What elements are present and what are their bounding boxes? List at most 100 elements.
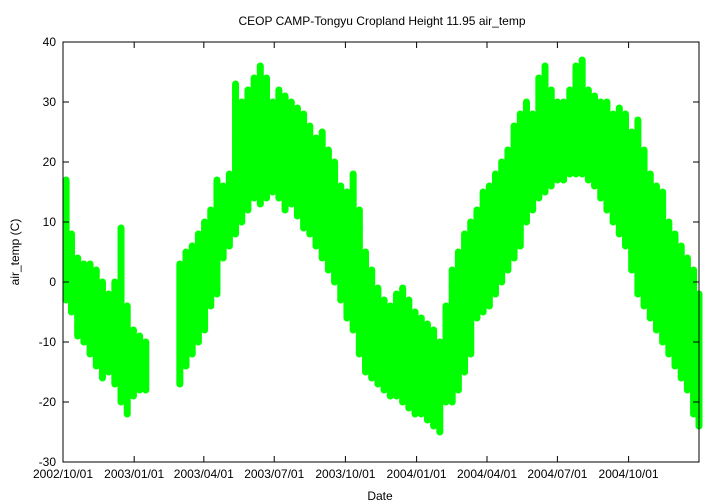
- data-range-band: [182, 252, 190, 366]
- data-range-band: [275, 90, 283, 198]
- data-range-band: [671, 234, 679, 366]
- y-tick-label: 0: [49, 275, 56, 289]
- data-range-band: [306, 126, 314, 234]
- data-range-band: [324, 150, 332, 270]
- data-range-band: [516, 114, 524, 246]
- data-range-band: [337, 186, 345, 300]
- data-range-band: [194, 234, 202, 342]
- data-range-band: [448, 270, 456, 402]
- data-range-band: [238, 102, 246, 222]
- data-range-band: [225, 174, 233, 246]
- data-range-band: [492, 174, 500, 294]
- data-range-band: [603, 102, 611, 210]
- data-range-band: [62, 180, 70, 300]
- data-range-band: [522, 102, 530, 222]
- data-range-band: [591, 96, 599, 186]
- y-tick-label: 20: [43, 155, 57, 169]
- data-range-band: [560, 102, 568, 180]
- data-range-band: [318, 132, 326, 258]
- data-range-band: [244, 90, 252, 210]
- x-tick-label: 2002/10/01: [33, 467, 93, 481]
- data-range-band: [80, 264, 88, 342]
- data-range-band: [621, 114, 629, 246]
- y-tick-label: 40: [43, 35, 57, 49]
- data-range-band: [609, 114, 617, 222]
- data-range-band: [74, 258, 82, 336]
- data-range-band: [105, 294, 113, 372]
- data-range-band: [535, 78, 543, 198]
- data-range-band: [473, 210, 481, 318]
- data-range-band: [405, 300, 413, 408]
- data-range-band: [92, 270, 100, 366]
- x-axis-label: Date: [367, 489, 393, 503]
- data-range-band: [269, 102, 277, 192]
- data-range-band: [213, 180, 221, 294]
- x-tick-label: 2003/10/01: [315, 467, 375, 481]
- x-tick-label: 2004/01/01: [387, 467, 447, 481]
- data-range-band: [368, 270, 376, 378]
- data-range-band: [392, 294, 400, 396]
- data-range-band: [597, 102, 605, 198]
- data-range-band: [461, 234, 469, 372]
- data-range-band: [454, 252, 462, 390]
- data-range-band: [331, 162, 339, 282]
- data-range-band: [117, 228, 125, 402]
- data-points: [62, 56, 703, 436]
- x-tick-label: 2003/01/01: [104, 467, 164, 481]
- data-range-band: [362, 252, 370, 372]
- data-range-band: [232, 84, 240, 234]
- y-tick-label: 30: [43, 95, 57, 109]
- data-range-band: [386, 306, 394, 396]
- x-axis-ticks: 2002/10/01 2003/01/01 2003/04/01 2003/07/01…: [33, 42, 659, 481]
- data-range-band: [659, 192, 667, 342]
- data-range-band: [566, 90, 574, 174]
- chart-title: CEOP CAMP-Tongyu Cropland Height 11.95 a…: [238, 14, 525, 28]
- data-range-band: [123, 306, 131, 414]
- data-range-band: [677, 246, 685, 378]
- y-tick-label: -10: [39, 335, 57, 349]
- data-range-band: [640, 150, 648, 306]
- data-range-band: [287, 102, 295, 204]
- data-range-band: [628, 132, 636, 270]
- data-range-band: [572, 66, 580, 174]
- data-range-band: [111, 282, 119, 384]
- data-range-band: [584, 90, 592, 180]
- plot-frame: [62, 41, 700, 463]
- data-range-band: [312, 138, 320, 246]
- data-range-band: [262, 78, 270, 198]
- y-axis-ticks: -30 -20 -10 0 10 20 30 40: [39, 35, 699, 469]
- data-range-band: [665, 222, 673, 354]
- data-range-band: [207, 210, 215, 306]
- data-range-band: [281, 96, 289, 210]
- data-range-band: [541, 66, 549, 192]
- data-range-band: [374, 288, 382, 384]
- data-range-band: [219, 186, 227, 258]
- data-range-band: [467, 222, 475, 354]
- data-range-band: [349, 174, 357, 330]
- x-tick-label: 2003/07/01: [244, 467, 304, 481]
- data-range-band: [411, 312, 419, 414]
- data-range-band: [355, 210, 363, 354]
- data-range-band: [256, 66, 264, 204]
- data-range-band: [504, 150, 512, 270]
- data-range-band: [293, 108, 301, 216]
- data-range-band: [201, 222, 209, 330]
- data-range-band: [423, 324, 431, 420]
- data-range-band: [129, 330, 137, 396]
- data-range-band: [436, 342, 444, 432]
- data-range-band: [136, 336, 144, 390]
- y-axis-label: air_temp (C): [8, 219, 22, 286]
- data-range-band: [343, 192, 351, 318]
- data-range-band: [250, 78, 258, 198]
- data-range-band: [188, 246, 196, 354]
- x-tick-label: 2004/07/01: [527, 467, 587, 481]
- data-range-band: [300, 114, 308, 228]
- data-range-band: [142, 342, 150, 390]
- data-range-band: [442, 306, 450, 402]
- data-range-band: [498, 162, 506, 282]
- data-range-band: [510, 126, 518, 258]
- data-range-band: [98, 282, 106, 378]
- y-tick-label: 10: [43, 215, 57, 229]
- x-tick-label: 2004/10/01: [599, 467, 659, 481]
